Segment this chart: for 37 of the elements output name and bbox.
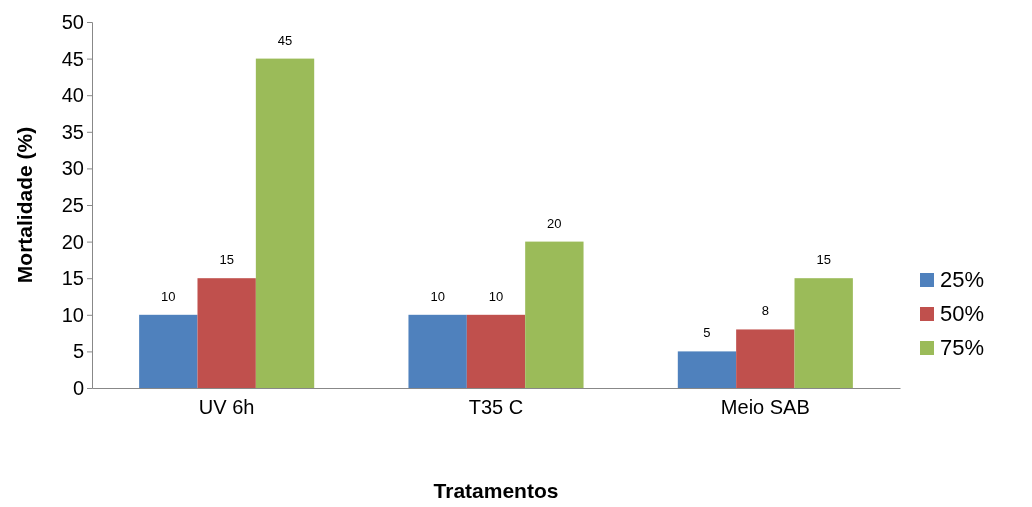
bar xyxy=(466,314,526,388)
data-label: 15 xyxy=(219,252,234,268)
x-tick-label: Meio SAB xyxy=(720,396,810,419)
legend-label: 25% xyxy=(940,267,985,292)
data-label: 5 xyxy=(703,325,711,341)
y-tick-label: 15 xyxy=(61,267,84,290)
y-axis-title: Mortalidade (%) xyxy=(13,126,36,284)
y-tick-label: 45 xyxy=(61,47,84,70)
bar xyxy=(408,314,467,388)
bar xyxy=(794,278,853,388)
y-tick-label: 20 xyxy=(61,230,84,253)
y-tick-label: 25 xyxy=(61,193,84,216)
data-label: 10 xyxy=(488,288,504,304)
y-tick-label: 40 xyxy=(61,84,84,107)
data-label: 45 xyxy=(277,32,293,48)
bar xyxy=(677,351,737,388)
data-label: 10 xyxy=(430,288,445,304)
y-tick-label: 30 xyxy=(61,157,84,180)
data-label: 20 xyxy=(547,215,562,231)
y-tick-label: 35 xyxy=(61,120,84,143)
bar xyxy=(736,329,795,388)
bar xyxy=(139,314,198,388)
y-tick-label: 5 xyxy=(72,340,84,363)
data-label: 15 xyxy=(816,252,831,268)
x-axis-title: Tratamentos xyxy=(433,479,559,502)
y-tick-label: 0 xyxy=(72,376,84,399)
data-label: 10 xyxy=(161,288,176,304)
x-tick-label: T35 C xyxy=(468,396,524,419)
legend-label: 75% xyxy=(940,335,985,360)
y-tick-label: 10 xyxy=(61,303,84,326)
y-tick-label: 50 xyxy=(61,10,84,33)
x-tick-label: UV 6h xyxy=(198,396,255,419)
bar xyxy=(255,58,315,388)
legend-label: 50% xyxy=(940,301,985,326)
bar xyxy=(525,241,584,388)
bar xyxy=(197,278,256,388)
data-label: 8 xyxy=(761,303,769,319)
